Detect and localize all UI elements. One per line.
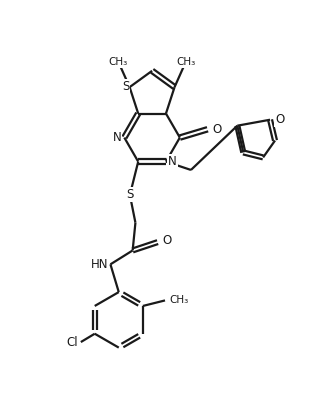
Text: O: O: [213, 123, 222, 136]
Text: HN: HN: [91, 258, 109, 271]
Text: O: O: [275, 113, 284, 126]
Text: CH₃: CH₃: [109, 57, 128, 67]
Text: CH₃: CH₃: [169, 295, 188, 306]
Text: S: S: [122, 80, 129, 93]
Text: CH₃: CH₃: [176, 57, 195, 67]
Text: S: S: [126, 189, 134, 201]
Text: N: N: [113, 131, 121, 144]
Text: O: O: [162, 234, 172, 247]
Text: N: N: [168, 155, 177, 168]
Text: Cl: Cl: [66, 335, 78, 348]
